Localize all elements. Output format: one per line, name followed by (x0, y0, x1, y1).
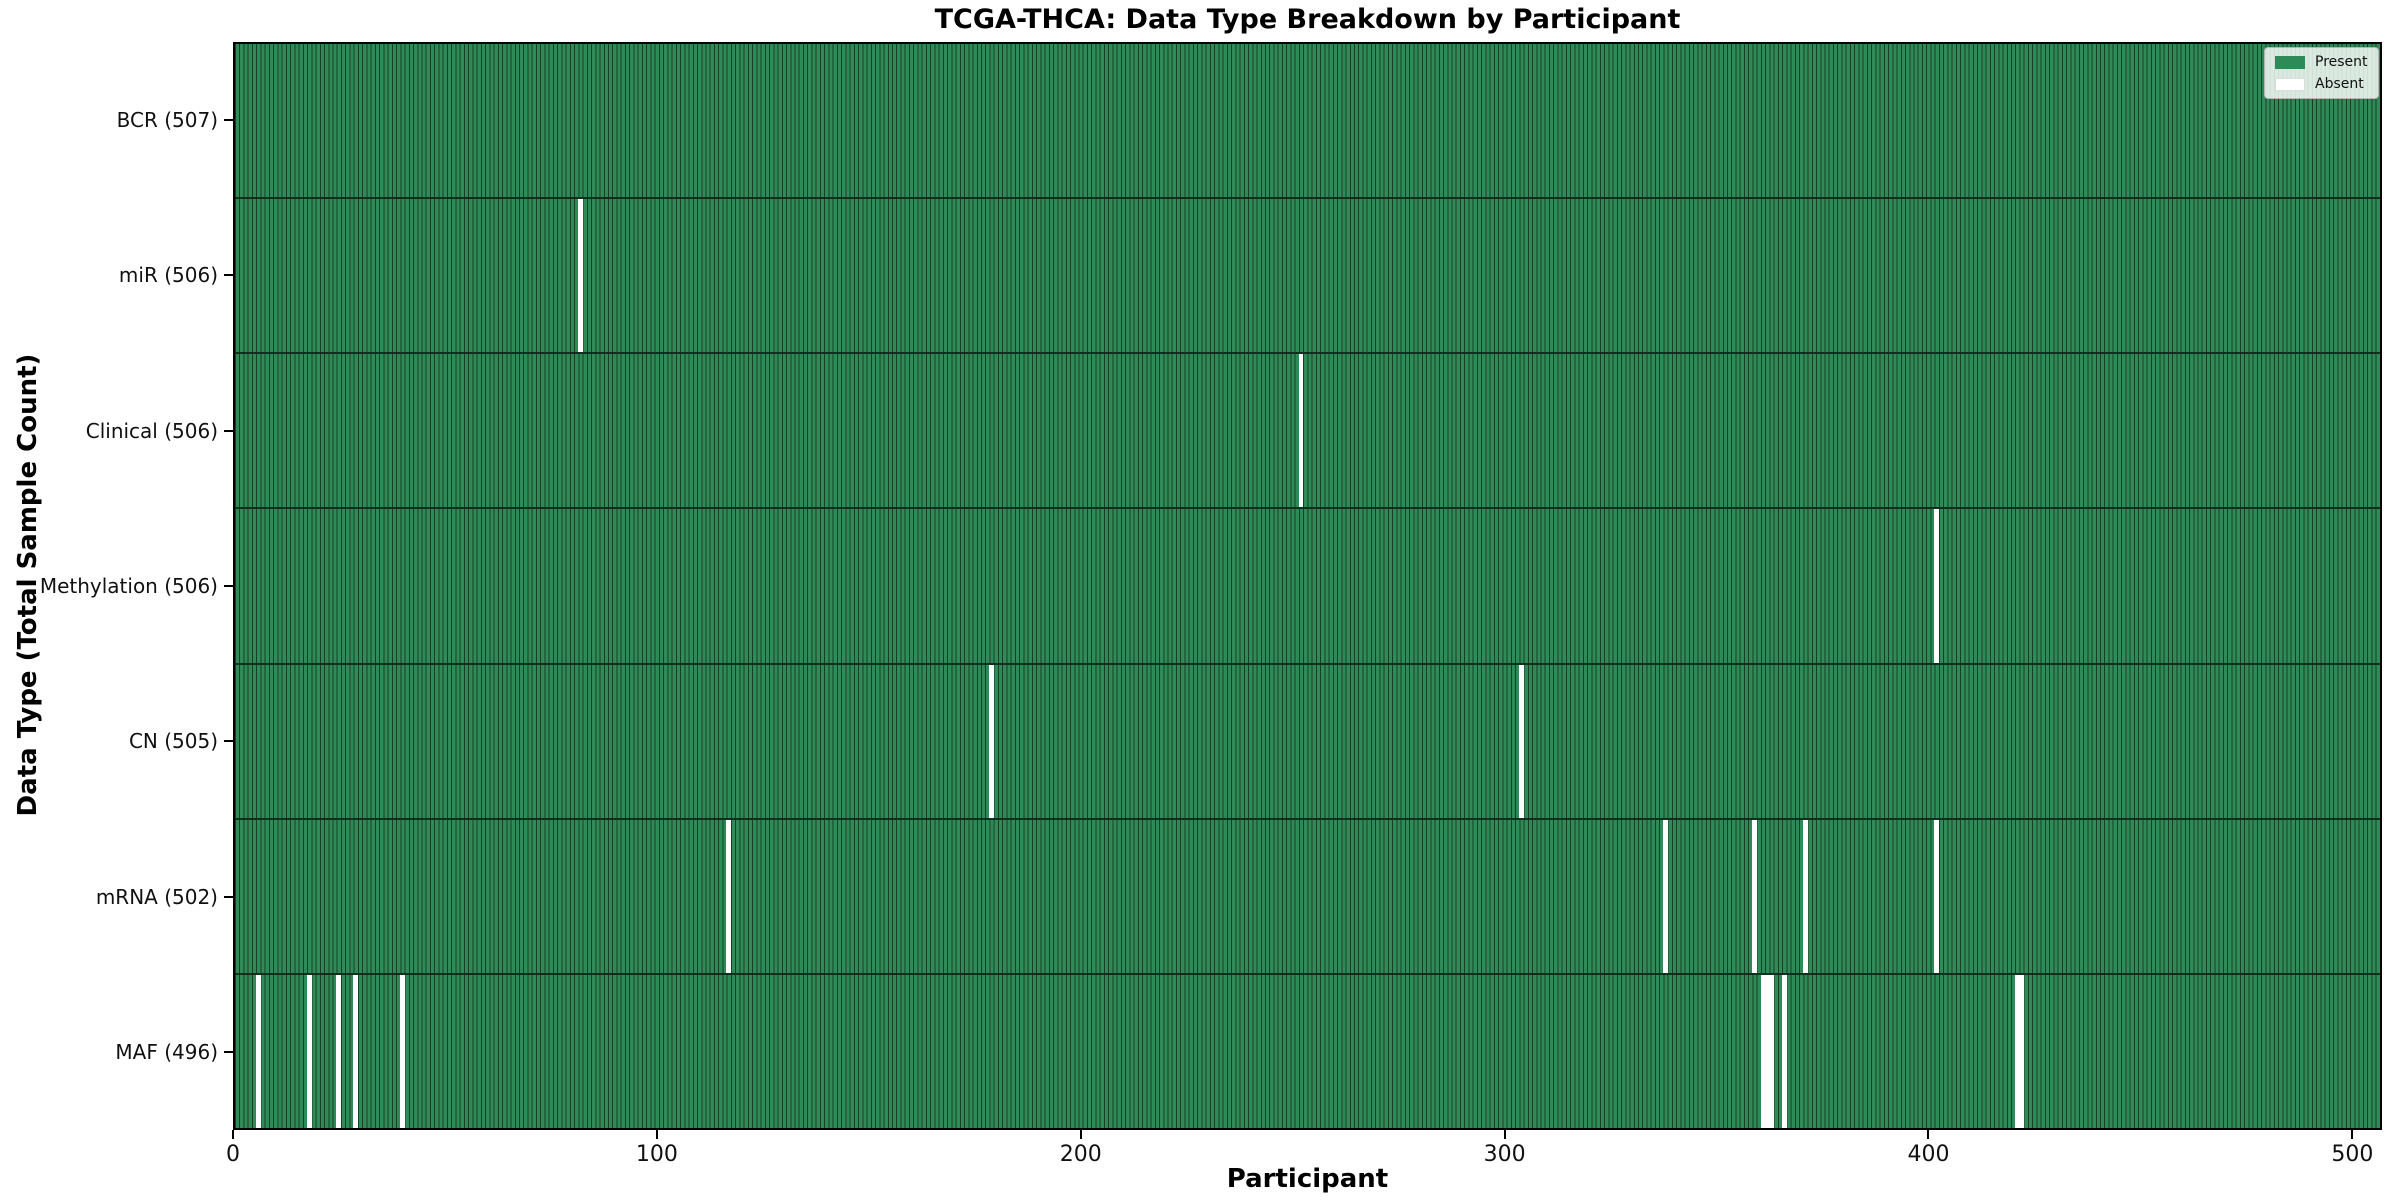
heatmap-row-methylation (235, 509, 2380, 665)
absent-gap (578, 199, 583, 353)
heatmap-row-bcr (235, 44, 2380, 200)
heatmap-row-mir (235, 199, 2380, 355)
x-axis-label: Participant (1226, 1164, 1389, 1194)
absent-gap (1781, 974, 1787, 1128)
absent-gap (1760, 974, 1766, 1128)
y-tick-label-maf: MAF (496) (115, 1040, 218, 1065)
absent-gap (1764, 974, 1770, 1128)
y-tick-mark (224, 740, 233, 743)
absent-gap (1934, 819, 1940, 973)
x-tick-mark (1927, 1130, 1930, 1139)
absent-gap (2014, 974, 2020, 1128)
x-tick-mark (1079, 1130, 1082, 1139)
legend-item-present: Present (2275, 54, 2368, 70)
x-tick-mark (2351, 1130, 2354, 1139)
absent-gap (1663, 819, 1668, 973)
chart-title: TCGA-THCA: Data Type Breakdown by Partic… (934, 4, 1681, 35)
y-tick-mark (224, 895, 233, 898)
absent-gap (1519, 664, 1524, 818)
plot-area (233, 42, 2382, 1130)
legend-label-present: Present (2315, 54, 2368, 70)
y-tick-mark (224, 118, 233, 121)
heatmap-row-clinical (235, 354, 2380, 510)
y-tick-label-mrna: mRNA (502) (95, 884, 218, 909)
y-tick-mark (224, 429, 233, 432)
y-tick-mark (224, 274, 233, 277)
x-tick-label-0: 0 (226, 1142, 240, 1167)
x-tick-mark (1503, 1130, 1506, 1139)
absent-gap (336, 974, 342, 1128)
x-tick-mark (232, 1130, 234, 1139)
absent-gap (353, 974, 359, 1128)
x-tick-label-200: 200 (1059, 1142, 1102, 1167)
y-tick-label-bcr: BCR (507) (116, 107, 218, 132)
present-swatch-icon (2275, 55, 2305, 69)
x-tick-label-500: 500 (2331, 1142, 2374, 1167)
absent-gap (1752, 819, 1757, 973)
legend: Present Absent (2264, 47, 2379, 99)
heatmap-row-maf (235, 974, 2380, 1128)
y-tick-mark (224, 1051, 233, 1054)
x-tick-label-100: 100 (635, 1142, 678, 1167)
absent-gap (255, 974, 261, 1128)
y-tick-label-mir: miR (506) (118, 263, 218, 288)
y-tick-label-methylation: Methylation (506) (39, 574, 218, 598)
absent-gap (306, 974, 312, 1128)
absent-gap (989, 664, 994, 818)
absent-gap (1803, 819, 1808, 973)
y-tick-label-cn: CN (505) (128, 729, 218, 754)
absent-gap (1298, 354, 1304, 508)
x-tick-label-400: 400 (1907, 1142, 1950, 1167)
absent-gap (1769, 974, 1774, 1128)
absent-swatch-icon (2275, 77, 2305, 91)
absent-gap (1934, 509, 1940, 663)
absent-gap (400, 974, 405, 1128)
x-tick-mark (655, 1130, 658, 1139)
legend-item-absent: Absent (2275, 76, 2368, 92)
absent-gap (726, 819, 732, 973)
y-tick-mark (224, 585, 233, 587)
heatmap-row-cn (235, 664, 2380, 820)
absent-gap (2019, 974, 2024, 1128)
y-tick-label-clinical: Clinical (506) (85, 418, 218, 443)
legend-label-absent: Absent (2315, 76, 2364, 92)
heatmap-row-mrna (235, 819, 2380, 975)
x-tick-label-300: 300 (1483, 1142, 1526, 1167)
